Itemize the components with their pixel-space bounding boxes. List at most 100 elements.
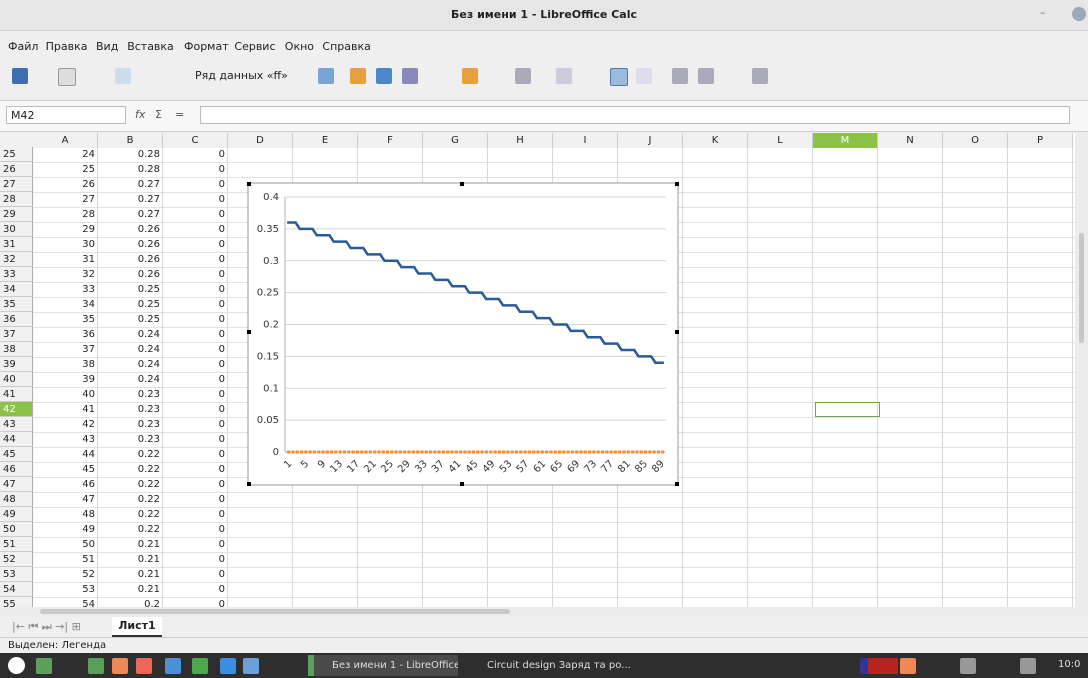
- cell[interactable]: 0: [218, 254, 225, 265]
- format-icon[interactable]: [318, 68, 334, 84]
- cell[interactable]: 0.23: [137, 404, 160, 415]
- chart-type-icon[interactable]: [350, 68, 366, 84]
- cell[interactable]: 0.22: [137, 479, 160, 490]
- cell[interactable]: 0.23: [137, 389, 160, 400]
- cell[interactable]: 0.24: [137, 344, 160, 355]
- cell[interactable]: 0: [218, 239, 225, 250]
- cell[interactable]: 0.28: [137, 149, 160, 160]
- chart-icon[interactable]: [462, 68, 478, 84]
- menu-item[interactable]: Сервис: [234, 40, 276, 53]
- cell[interactable]: 0: [218, 164, 225, 175]
- cell[interactable]: 0: [218, 179, 225, 190]
- cell[interactable]: 25: [82, 164, 95, 175]
- app-icon[interactable]: [88, 658, 104, 674]
- app-icon[interactable]: [220, 658, 236, 674]
- cell[interactable]: 39: [82, 374, 95, 385]
- axis-icon[interactable]: [672, 68, 688, 84]
- cell[interactable]: 0.21: [137, 539, 160, 550]
- cell[interactable]: 0: [218, 494, 225, 505]
- tray-icon[interactable]: [960, 658, 976, 674]
- chart-icon[interactable]: [402, 68, 418, 84]
- cell[interactable]: 0.22: [137, 509, 160, 520]
- cell[interactable]: 0: [218, 449, 225, 460]
- cell[interactable]: 0: [218, 464, 225, 475]
- cell[interactable]: 48: [82, 509, 95, 520]
- cell[interactable]: 0.26: [137, 269, 160, 280]
- cell[interactable]: 0.27: [137, 209, 160, 220]
- v-scrollbar[interactable]: [1075, 133, 1088, 607]
- active-cell[interactable]: [815, 402, 880, 417]
- cell[interactable]: 0: [218, 269, 225, 280]
- cell[interactable]: 40: [82, 389, 95, 400]
- cell[interactable]: 35: [82, 314, 95, 325]
- cell[interactable]: 0.26: [137, 224, 160, 235]
- cell[interactable]: 0: [218, 389, 225, 400]
- tray-icon[interactable]: [1020, 658, 1036, 674]
- cell[interactable]: 0.25: [137, 284, 160, 295]
- cell[interactable]: 0.21: [137, 554, 160, 565]
- cell[interactable]: 0.23: [137, 434, 160, 445]
- cell[interactable]: 0.26: [137, 254, 160, 265]
- cell[interactable]: 36: [82, 329, 95, 340]
- cell[interactable]: 0.21: [137, 584, 160, 595]
- cell[interactable]: 53: [82, 584, 95, 595]
- cell[interactable]: 0: [218, 479, 225, 490]
- cell[interactable]: 0.27: [137, 194, 160, 205]
- cell[interactable]: 0.23: [137, 419, 160, 430]
- menu-item[interactable]: Справка: [322, 40, 371, 53]
- handle[interactable]: [675, 482, 679, 486]
- cell[interactable]: 50: [82, 539, 95, 550]
- formula-symbol[interactable]: =: [175, 108, 185, 121]
- cell[interactable]: 44: [82, 449, 95, 460]
- axis-icon[interactable]: [698, 68, 714, 84]
- app-icon[interactable]: [112, 658, 128, 674]
- cell[interactable]: 0.27: [137, 179, 160, 190]
- handle[interactable]: [460, 482, 464, 486]
- cell[interactable]: 0.26: [137, 239, 160, 250]
- minimize[interactable]: –: [1040, 6, 1046, 19]
- chart-icon[interactable]: [376, 68, 392, 84]
- cell[interactable]: 0: [218, 434, 225, 445]
- cell[interactable]: 49: [82, 524, 95, 535]
- handle[interactable]: [460, 182, 464, 186]
- app-icon[interactable]: [192, 658, 208, 674]
- cell[interactable]: 0: [218, 344, 225, 355]
- cell[interactable]: 0.28: [137, 164, 160, 175]
- cell[interactable]: 52: [82, 569, 95, 580]
- cell[interactable]: 0: [218, 404, 225, 415]
- cell[interactable]: 0: [218, 194, 225, 205]
- cell[interactable]: 0: [218, 419, 225, 430]
- cell[interactable]: 30: [82, 239, 95, 250]
- grid-icon[interactable]: [610, 68, 628, 86]
- menu-item[interactable]: Файл: [8, 40, 39, 53]
- formula-input[interactable]: [200, 106, 1070, 124]
- sheet-tab[interactable]: Лист1: [112, 617, 162, 637]
- cell[interactable]: 0: [218, 209, 225, 220]
- cell[interactable]: 24: [82, 149, 95, 160]
- new-icon[interactable]: [58, 68, 76, 86]
- cell[interactable]: 0.24: [137, 329, 160, 340]
- sheet-nav[interactable]: |← ⏮ ⏭ →| ⊞: [12, 620, 81, 633]
- cell[interactable]: 37: [82, 344, 95, 355]
- scroll-thumb[interactable]: [40, 609, 510, 614]
- chart-icon[interactable]: [515, 68, 531, 84]
- cell[interactable]: 0: [218, 359, 225, 370]
- cell[interactable]: 0: [218, 509, 225, 520]
- cell[interactable]: 0: [218, 374, 225, 385]
- handle[interactable]: [247, 330, 251, 334]
- cell[interactable]: 0.24: [137, 374, 160, 385]
- cell[interactable]: 0.2: [144, 599, 160, 607]
- cell[interactable]: 0: [218, 599, 225, 607]
- cell[interactable]: 29: [82, 224, 95, 235]
- cell[interactable]: 47: [82, 494, 95, 505]
- cell[interactable]: 0: [218, 149, 225, 160]
- cell[interactable]: 43: [82, 434, 95, 445]
- formula-symbol[interactable]: Σ: [155, 108, 162, 121]
- cell[interactable]: 0: [218, 284, 225, 295]
- scroll-thumb[interactable]: [1079, 233, 1084, 343]
- cell[interactable]: 0: [218, 584, 225, 595]
- grid-icon[interactable]: [636, 68, 652, 84]
- cell[interactable]: 0: [218, 554, 225, 565]
- cell[interactable]: 54: [82, 599, 95, 607]
- cell[interactable]: 0: [218, 524, 225, 535]
